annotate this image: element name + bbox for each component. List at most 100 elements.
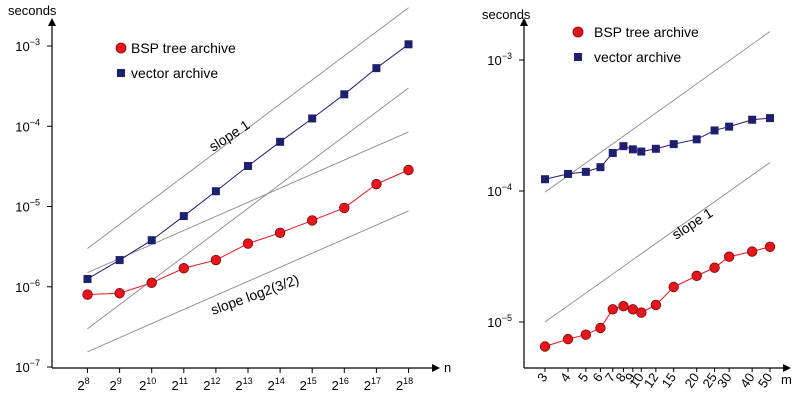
right-vector-point [637,147,646,156]
left-bsp-point [82,289,93,300]
left-legend: BSP tree archive vector archive [115,40,236,81]
left-x-axis-title: n [444,360,451,375]
right-y-tick-label-exponent: −3 [502,51,512,61]
left-vector-point [244,161,252,170]
left-x-tick-label: 218 [396,376,413,393]
right-bsp-point [709,262,720,273]
left-bsp-point [339,202,350,214]
right-vector-point [628,145,637,154]
left-x-tick-label: 29 [109,376,121,393]
right-bsp-point [723,251,735,262]
left-x-tick-label-exponent: 11 [179,376,188,386]
right-y-tick-label-exponent: −5 [502,313,512,323]
left-legend-bsp-marker [115,42,127,54]
right-slope1-label: slope 1 [669,204,716,242]
right-series-line-0 [544,246,771,347]
right-reference-line-1 [544,162,771,323]
right-x-tick-label: 15 [659,370,680,390]
right-x-tick-label: 40 [737,370,758,390]
right-bsp-point [618,301,629,312]
left-x-tick-label-exponent: 12 [211,376,221,386]
right-legend-vector-label: vector archive [594,49,681,65]
left-vector-point [147,236,156,245]
left-x-tick-label-base: 2 [172,378,179,393]
left-x-tick-label: 215 [300,376,317,393]
right-legend-bsp-label: BSP tree archive [594,24,699,40]
left-reference-line-3 [87,131,409,274]
right-bsp-point [764,241,776,253]
right-bsp-point [539,341,551,352]
left-x-tick-label-base: 2 [364,378,371,393]
left-y-tick-label: 10−6 [15,278,40,295]
left-x-tick-label-exponent: 18 [403,376,413,386]
left-vector-point [83,274,92,283]
left-x-tick-label-exponent: 10 [146,376,156,386]
right-y-tick-label-base: 10 [487,184,501,199]
right-legend-bsp-marker [572,26,584,38]
left-bsp-point [146,277,157,289]
right-vector-point [692,135,701,144]
left-x-tick-label: 212 [203,376,220,393]
right-vector-point [564,169,573,178]
left-x-tick-label: 214 [267,376,284,393]
left-vector-point [308,114,317,123]
left-x-tick-label-base: 2 [77,378,84,393]
left-y-tick-label: 10−7 [15,358,40,375]
left-reference-line-0 [87,7,409,249]
left-bsp-point [307,215,318,226]
right-reference-line-0 [544,31,771,193]
right-y-tick-label: 10−3 [487,51,512,68]
left-x-tick-label-base: 2 [267,378,274,393]
right-vector-point [619,142,628,151]
right-vector-point [748,115,757,124]
left-vector-point [179,212,188,221]
left-y-tick-label: 10−5 [15,198,40,215]
right-vector-point [725,122,734,131]
left-slope1-label: slope 1 [206,116,253,154]
right-vector-point [669,140,678,149]
left-x-tick-label: 213 [235,376,252,393]
left-y-tick-label-exponent: −3 [30,37,40,47]
left-y-tick-label-exponent: −6 [30,278,40,288]
right-y-axis-title: seconds [482,7,531,22]
left-reference-line-2 [87,210,409,353]
left-bsp-point [114,288,125,299]
right-x-tick-label: 5 [575,370,591,385]
left-vector-point [340,90,349,99]
right-vector-point [766,114,774,123]
right-y-tick-label-exponent: −4 [502,182,512,192]
left-y-tick-label-exponent: −7 [30,358,40,368]
right-vector-point [651,144,660,153]
right-bsp-point [580,329,592,340]
left-y-tick-label-base: 10 [15,119,29,134]
left-reference-line-1 [87,87,409,330]
left-x-tick-label-exponent: 15 [307,376,317,386]
right-x-tick-label: 10 [626,370,647,390]
left-x-tick-label-exponent: 14 [275,376,285,386]
right-x-axis-title: m [781,372,792,387]
left-y-tick-label: 10−3 [15,37,40,54]
right-y-tick-label-base: 10 [487,53,501,68]
left-legend-vector-marker [117,69,125,77]
left-x-tick-label-exponent: 16 [339,376,349,386]
right-y-tick-label-base: 10 [487,315,501,330]
left-x-tick-label: 211 [172,376,189,393]
right-x-tick-label: 50 [755,370,776,390]
left-x-tick-label-base: 2 [139,378,146,393]
left-vector-point [404,40,413,49]
left-x-tick-label: 216 [332,376,349,393]
right-bsp-point [668,281,679,293]
left-x-tick-label-base: 2 [203,378,210,393]
left-bsp-point [371,178,382,190]
left-x-tick-label-exponent: 9 [117,376,122,386]
right-bsp-point [746,246,758,257]
right-bsp-point [562,333,574,345]
left-vector-point [211,187,220,196]
left-y-tick-label-base: 10 [15,280,29,295]
left-x-tick-label-base: 2 [332,378,339,393]
right-legend: BSP tree archive vector archive [572,24,699,65]
right-x-tick-label: 20 [682,370,703,390]
right-x-tick-label: 4 [557,370,573,385]
